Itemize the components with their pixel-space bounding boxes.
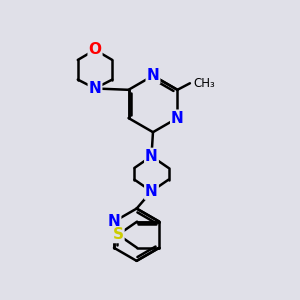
Text: S: S: [112, 227, 124, 242]
Text: N: N: [145, 184, 158, 199]
Text: O: O: [88, 42, 101, 57]
Text: N: N: [171, 110, 184, 125]
Text: CH₃: CH₃: [193, 77, 214, 90]
Text: N: N: [145, 149, 158, 164]
Text: N: N: [88, 81, 101, 96]
Text: N: N: [147, 68, 159, 83]
Text: N: N: [108, 214, 120, 229]
